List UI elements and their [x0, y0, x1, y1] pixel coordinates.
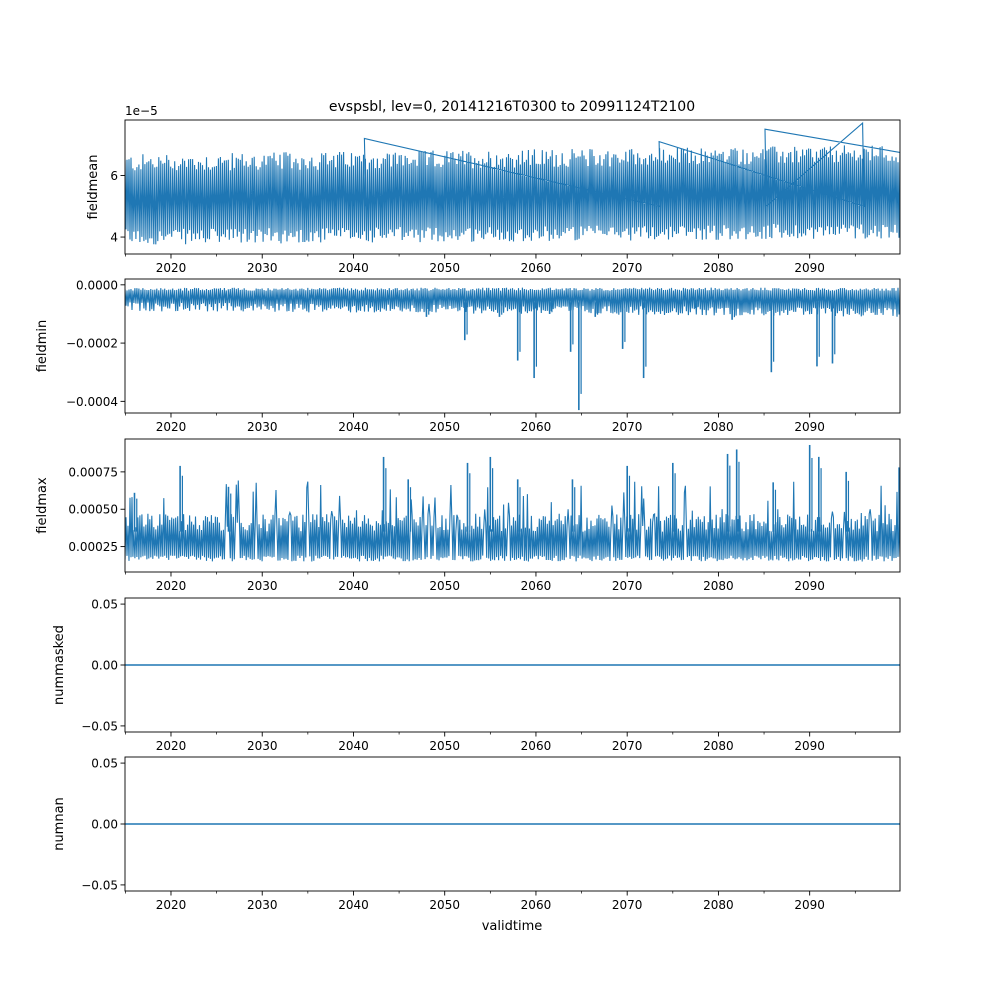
y-tick-label: 0.05 — [91, 598, 118, 612]
y-tick-label: −0.05 — [81, 878, 118, 892]
x-tick-label: 2020 — [156, 261, 187, 275]
x-tick-label: 2050 — [429, 420, 460, 434]
x-tick-label: 2080 — [703, 261, 734, 275]
x-tick-label: 2050 — [429, 261, 460, 275]
panel-fieldmean: 2020 2030 2040 2050 2060 2070 2080 2090 4 6 fieldm… — [86, 104, 901, 275]
y-tick-label: −0.05 — [81, 719, 118, 733]
x-tick-label: 2080 — [703, 420, 734, 434]
x-tick-label: 2030 — [247, 261, 278, 275]
x-tick-label: 2060 — [521, 579, 552, 593]
axes-frame — [124, 119, 901, 255]
x-tick-label: 2030 — [247, 739, 278, 753]
y-tick-label: 4 — [110, 231, 118, 245]
x-tick-label: 2060 — [521, 739, 552, 753]
x-tick-label: 2030 — [247, 579, 278, 593]
x-tick-label: 2090 — [794, 898, 825, 912]
series-fieldmean — [125, 121, 900, 245]
x-tick-label: 2070 — [612, 739, 643, 753]
x-tick-label: 2080 — [703, 739, 734, 753]
y-tick-label: −0.0002 — [66, 337, 118, 351]
series-line — [125, 480, 900, 562]
y-tick-label: 0.00 — [91, 659, 118, 673]
series-fieldmax — [125, 444, 900, 562]
x-tick-label: 2080 — [703, 898, 734, 912]
x-tick-label: 2050 — [429, 579, 460, 593]
y-axis-label: fieldmax — [35, 477, 50, 534]
x-tick-label: 2030 — [247, 898, 278, 912]
x-tick-label: 2070 — [612, 898, 643, 912]
x-tick-label: 2060 — [521, 898, 552, 912]
y-tick-label: 0.00075 — [68, 465, 118, 479]
x-tick-label: 2020 — [156, 898, 187, 912]
panel-fieldmin: 2020 2030 2040 2050 2060 2070 2080 2090 0.0000 −0… — [35, 278, 901, 434]
x-tick-label: 2090 — [794, 579, 825, 593]
y-tick-label: 0.00 — [91, 818, 118, 832]
y-tick-label: 0.05 — [91, 757, 118, 771]
x-tick-label: 2030 — [247, 420, 278, 434]
x-tick-label: 2020 — [156, 579, 187, 593]
x-tick-label: 2040 — [338, 579, 369, 593]
y-axis-label: fieldmean — [86, 155, 101, 220]
x-tick-label: 2040 — [338, 420, 369, 434]
series-line — [125, 121, 900, 245]
x-tick-label: 2050 — [429, 739, 460, 753]
x-tick-label: 2090 — [794, 261, 825, 275]
axes-frame — [124, 438, 901, 573]
x-tick-label: 2020 — [156, 739, 187, 753]
x-tick-label: 2020 — [156, 420, 187, 434]
y-tick-label: 6 — [110, 169, 118, 183]
panel-nummasked: 2020 2030 2040 2050 2060 2070 2080 2090 0.05 0.00… — [52, 597, 901, 753]
x-tick-label: 2070 — [612, 579, 643, 593]
axes-frame — [124, 278, 901, 414]
series-line — [125, 287, 900, 317]
y-axis-label: numnan — [52, 797, 67, 851]
panel-fieldmax: 2020 2030 2040 2050 2060 2070 2080 2090 0.00025 0… — [35, 438, 901, 593]
x-tick-label: 2090 — [794, 739, 825, 753]
y-tick-label: 0.00050 — [68, 503, 118, 517]
y-tick-label: 0.00025 — [68, 540, 118, 554]
y-axis-label: nummasked — [52, 625, 67, 705]
panel-numnan: 2020 2030 2040 2050 2060 2070 2080 2090 0.05 0.00… — [52, 756, 901, 912]
x-tick-label: 2060 — [521, 261, 552, 275]
x-axis-label: validtime — [482, 919, 543, 934]
x-tick-label: 2080 — [703, 579, 734, 593]
x-tick-label: 2040 — [338, 739, 369, 753]
y-offset-text: 1e−5 — [125, 104, 158, 118]
x-tick-label: 2040 — [338, 261, 369, 275]
y-tick-label: 0.0000 — [76, 278, 118, 292]
x-tick-label: 2090 — [794, 420, 825, 434]
chart-title: evspsbl, lev=0, 20141216T0300 to 2099112… — [329, 99, 695, 115]
x-tick-label: 2050 — [429, 898, 460, 912]
x-tick-label: 2040 — [338, 898, 369, 912]
y-axis-label: fieldmin — [35, 320, 50, 373]
x-tick-label: 2060 — [521, 420, 552, 434]
series-fieldmin — [125, 287, 900, 411]
y-tick-label: −0.0004 — [66, 395, 118, 409]
x-tick-label: 2070 — [612, 420, 643, 434]
x-tick-label: 2070 — [612, 261, 643, 275]
